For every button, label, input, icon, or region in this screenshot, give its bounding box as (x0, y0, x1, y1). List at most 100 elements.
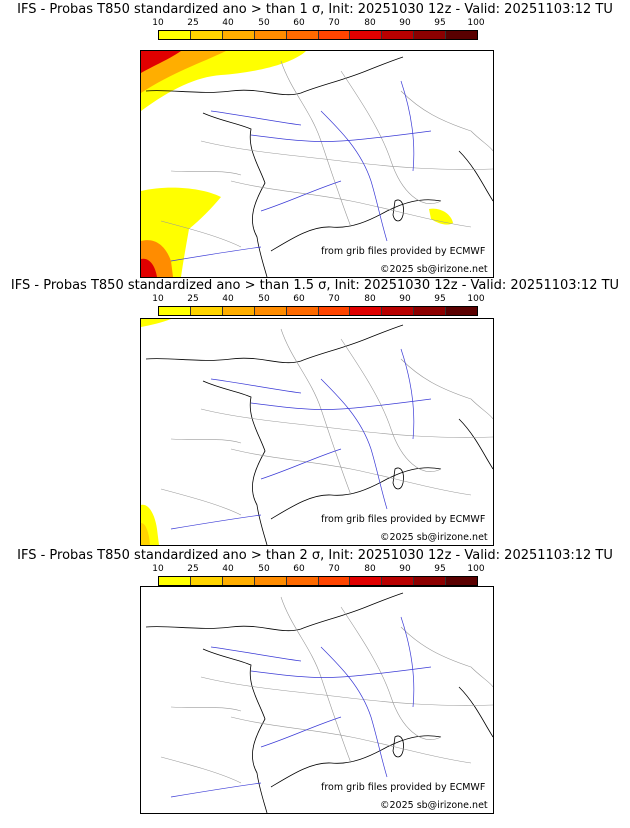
colorbar-tick-label: 70 (328, 18, 340, 28)
colorbar-segment-2 (222, 307, 255, 315)
credit-copyright: ©2025 sb@irizone.net (380, 800, 488, 811)
rivers (170, 80, 432, 262)
colorbar-segment-7 (382, 307, 415, 315)
colorbar-tick-label: 70 (328, 294, 340, 304)
colorbar-tick-label: 50 (258, 564, 270, 574)
coastline-mediterranean (270, 199, 442, 252)
panel-title: IFS - Probas T850 standardized ano > tha… (17, 2, 613, 17)
colorbar-segment-8 (414, 31, 447, 39)
colorbar-tick-label: 90 (399, 294, 411, 304)
colorbar-segment-9 (446, 31, 478, 39)
probability-area-northwest (141, 319, 171, 327)
colorbar-tick-label: 90 (399, 564, 411, 574)
probability-map (140, 586, 494, 814)
colorbar-segment-7 (382, 577, 415, 585)
coastline-channel (145, 324, 404, 364)
coastline-mediterranean (270, 735, 442, 788)
coastline-atlantic (202, 380, 268, 545)
panel-title: IFS - Probas T850 standardized ano > tha… (10, 278, 620, 293)
colorbar-tick-label: 50 (258, 294, 270, 304)
colorbar-tick-label: 90 (399, 18, 411, 28)
colorbar-tick-label: 25 (187, 564, 199, 574)
map-graphic (141, 51, 493, 277)
coastline-atlantic (202, 648, 268, 813)
colorbar-tick-label: 95 (434, 564, 446, 574)
probability-area-northwest-max (141, 51, 181, 73)
panel-1-5sigma: IFS - Probas T850 standardized ano > tha… (0, 278, 630, 550)
credit-copyright: ©2025 sb@irizone.net (380, 264, 488, 275)
colorbar-segment-1 (190, 577, 223, 585)
probability-map (140, 50, 494, 278)
colorbar-tick-label: 10 (152, 294, 164, 304)
credit-source: from grib files provided by ECMWF (321, 782, 486, 793)
colorbar-segment-5 (318, 577, 351, 585)
colorbar-tick-label: 70 (328, 564, 340, 574)
coastline-mediterranean (270, 467, 442, 520)
corsica-island (392, 199, 404, 222)
colorbar-tick-label: 60 (293, 564, 305, 574)
colorbar-tick-label: 80 (364, 18, 376, 28)
colorbar-tick-label: 25 (187, 294, 199, 304)
colorbar-segment-3 (254, 577, 287, 585)
colorbar-tick-label: 60 (293, 294, 305, 304)
colorbar-tick-label: 40 (222, 294, 234, 304)
corsica-island (392, 735, 404, 758)
colorbar-segment-9 (446, 577, 478, 585)
probability-area-italy (429, 208, 453, 225)
panel-1sigma: IFS - Probas T850 standardized ano > tha… (0, 2, 630, 278)
colorbar-segment-8 (414, 577, 447, 585)
corsica-island (392, 467, 404, 490)
colorbar-segment-0 (159, 307, 191, 315)
colorbar-segment-2 (222, 31, 255, 39)
borders (160, 596, 493, 784)
colorbar (158, 576, 478, 586)
map-graphic (141, 319, 493, 545)
rivers (170, 348, 432, 530)
colorbar-tick-label: 80 (364, 564, 376, 574)
probability-map (140, 318, 494, 546)
colorbar (158, 306, 478, 316)
probability-area-southwest-max (141, 258, 157, 277)
credit-source: from grib files provided by ECMWF (321, 246, 486, 257)
colorbar-segment-5 (318, 31, 351, 39)
colorbar-segment-3 (254, 307, 287, 315)
coastline-channel (145, 56, 404, 96)
colorbar-segment-1 (190, 307, 223, 315)
colorbar-tick-label: 100 (467, 18, 485, 28)
colorbar-tick-label: 80 (364, 294, 376, 304)
colorbar-tick-label: 95 (434, 18, 446, 28)
map-graphic (145, 592, 493, 813)
coastline-italy (458, 150, 493, 202)
coastline-channel (145, 592, 404, 632)
colorbar-segment-6 (350, 577, 383, 585)
colorbar-segment-2 (222, 577, 255, 585)
colorbar-segment-0 (159, 31, 191, 39)
probability-area-southwest-core (141, 523, 150, 545)
colorbar (158, 30, 478, 40)
borders (160, 328, 493, 516)
colorbar-tick-label: 40 (222, 18, 234, 28)
colorbar-segment-8 (414, 307, 447, 315)
colorbar-segment-4 (286, 307, 319, 315)
colorbar-segment-9 (446, 307, 478, 315)
borders (160, 60, 493, 248)
colorbar-tick-label: 100 (467, 564, 485, 574)
rivers (170, 616, 432, 798)
colorbar-tick-label: 50 (258, 18, 270, 28)
coastline-italy (458, 418, 493, 470)
colorbar-tick-label: 40 (222, 564, 234, 574)
colorbar-tick-label: 25 (187, 18, 199, 28)
colorbar-segment-4 (286, 577, 319, 585)
colorbar-tick-label: 100 (467, 294, 485, 304)
coastline-atlantic (202, 112, 268, 277)
coastline-italy (458, 686, 493, 738)
colorbar-segment-7 (382, 31, 415, 39)
colorbar-segment-1 (190, 31, 223, 39)
panel-2sigma: IFS - Probas T850 standardized ano > tha… (0, 548, 630, 820)
panel-title: IFS - Probas T850 standardized ano > tha… (17, 548, 613, 563)
colorbar-tick-label: 10 (152, 18, 164, 28)
colorbar-segment-6 (350, 307, 383, 315)
colorbar-segment-3 (254, 31, 287, 39)
colorbar-tick-label: 95 (434, 294, 446, 304)
colorbar-segment-4 (286, 31, 319, 39)
